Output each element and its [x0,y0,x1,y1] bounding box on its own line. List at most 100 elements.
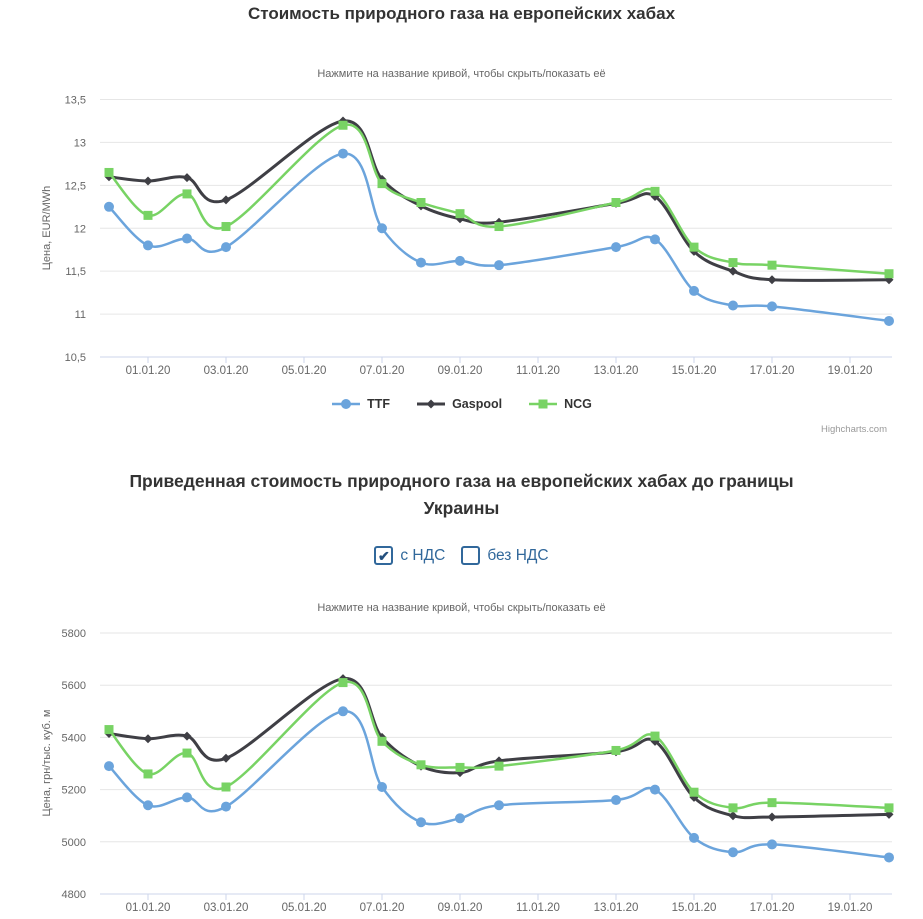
chart1-title: Стоимость природного газа на европейских… [247,4,676,23]
x-axis-label: 03.01.20 [204,902,249,914]
data-point-marker-square [611,745,621,755]
legend-item-gaspool[interactable]: Gaspool [416,397,502,411]
y-axis-label: 5200 [62,785,86,797]
square-legend-marker-icon [529,399,558,409]
data-point-marker-square [494,222,504,232]
data-point-marker-circle [143,800,153,811]
x-axis-label: 07.01.20 [360,902,405,914]
data-point-marker-square [650,731,660,741]
x-axis-label: 05.01.20 [282,365,327,377]
data-point-marker-circle [494,800,504,811]
data-point-marker-square [455,762,465,772]
x-axis-label: 13.01.20 [594,902,639,914]
y-axis-label: 4800 [62,889,86,901]
chart1-subtitle: Нажмите на название кривой, чтобы скрыть… [317,68,606,80]
data-point-marker-circle [728,300,738,311]
x-axis-label: 13.01.20 [594,365,639,377]
x-axis-label: 11.01.20 [516,902,560,914]
data-point-marker-circle [650,234,660,245]
vat-checkbox-with[interactable]: ✔ с НДС [374,546,445,565]
data-point-marker-square [884,269,894,279]
diamond-legend-marker-icon [417,399,446,409]
x-axis-label: 01.01.20 [126,902,171,914]
y-axis-label: 5400 [62,732,86,744]
data-point-marker-square [767,260,777,270]
y-axis-label: 13,5 [65,95,86,107]
data-point-marker-square [416,760,426,770]
y-axis-label: 5800 [62,628,86,640]
chart2-subtitle: Нажмите на название кривой, чтобы скрыть… [317,602,606,614]
data-point-marker-square [538,399,548,409]
data-point-marker-square [143,210,153,220]
x-axis-label: 17.01.20 [750,902,795,914]
data-point-marker-circle [221,801,231,812]
data-point-marker-circle [416,257,426,268]
checkbox-checked-icon: ✔ [374,546,394,565]
data-point-marker-circle [182,792,192,803]
x-axis-label: 19.01.20 [828,902,873,914]
data-point-marker-diamond [767,275,777,285]
highcharts-credit-link[interactable]: Highcharts.com [821,424,887,435]
circle-legend-marker-icon [332,399,361,409]
y-axis-title: Цена, грн/тыс. куб. м [41,710,53,817]
data-point-marker-square [689,242,699,252]
data-point-marker-square [221,782,231,792]
data-point-marker-diamond [221,195,231,205]
series-line-gaspool [107,677,891,820]
data-point-marker-square [221,222,231,232]
data-point-marker-circle [494,260,504,271]
data-point-marker-circle [689,285,699,296]
data-point-marker-circle [338,706,348,717]
series-line-ttf [107,152,891,323]
data-point-marker-diamond [182,173,192,183]
x-axis-label: 11.01.20 [516,365,560,377]
data-point-marker-square [767,798,777,808]
data-point-marker-square [884,803,894,813]
data-point-marker-circle [377,781,387,792]
data-point-marker-circle [455,813,465,824]
data-point-marker-circle [767,301,777,312]
checkbox-unchecked-icon [461,546,481,565]
data-point-marker-square [728,803,738,813]
x-axis-label: 07.01.20 [360,365,405,377]
legend-label: Gaspool [452,397,503,411]
x-axis-label: 15.01.20 [672,902,717,914]
vat-checkbox-label: без НДС [487,546,549,564]
series-ttf [104,148,894,326]
series-gaspool [104,116,894,285]
chart2-title: Приведенная стоимость природного газа на… [129,471,794,518]
vat-toggle-group: ✔ с НДС без НДС [0,546,923,565]
legend-item-ttf[interactable]: TTF [331,397,390,411]
chart1-canvas: 10,5 11 11,5 12 12,5 13 13,5 01.01.20 03.01.20 05… [41,95,894,377]
y-axis-label: 5000 [62,837,86,849]
series-ncg [104,678,894,813]
x-axis-label: 01.01.20 [126,365,171,377]
legend-label: NCG [564,397,592,411]
data-point-marker-square [104,167,114,177]
data-point-marker-circle [884,852,894,863]
data-point-marker-diamond [767,812,777,822]
data-point-marker-square [338,120,348,130]
vat-checkbox-without[interactable]: без НДС [461,546,549,565]
y-axis-label: 12,5 [65,180,86,192]
y-axis-label: 5600 [62,680,86,692]
data-point-marker-circle [182,233,192,244]
legend-item-ncg[interactable]: NCG [528,397,592,411]
data-point-marker-circle [341,399,352,409]
data-point-marker-circle [884,315,894,326]
data-point-marker-square [728,258,738,268]
y-axis-title: Цена, EUR/MWh [41,186,53,271]
y-axis-label: 13 [74,137,86,149]
data-point-marker-square [650,186,660,196]
data-point-marker-square [611,198,621,207]
data-point-marker-square [182,189,192,199]
data-point-marker-circle [104,761,114,772]
data-point-marker-circle [650,784,660,795]
data-point-marker-circle [416,817,426,828]
x-axis-label: 19.01.20 [828,365,873,377]
data-point-marker-circle [338,148,348,159]
data-point-marker-circle [689,832,699,843]
data-point-marker-diamond [728,266,738,276]
y-axis-label: 10,5 [65,352,86,364]
data-point-marker-circle [728,847,738,858]
